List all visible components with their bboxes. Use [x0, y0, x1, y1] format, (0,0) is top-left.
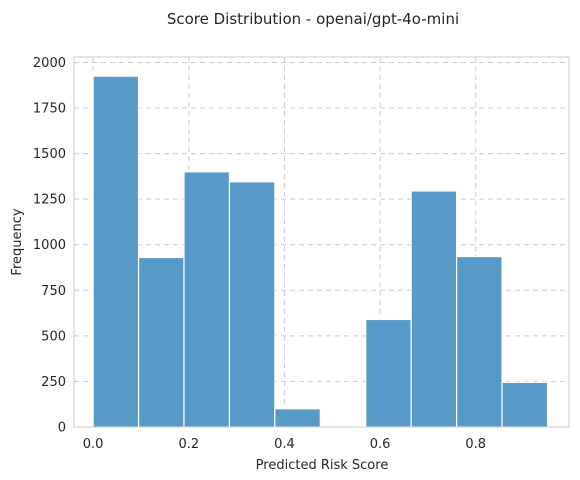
y-tick-label: 1500 [33, 147, 66, 162]
y-tick-label: 250 [41, 375, 66, 390]
y-tick-label: 500 [41, 329, 66, 344]
histogram-bar [183, 171, 231, 428]
histogram-bar [228, 181, 276, 428]
y-tick-labels: 0 250 500 750 1000 1250 1500 1750 2000 [33, 56, 66, 436]
y-tick-label: 2000 [33, 56, 66, 71]
histogram-bar [274, 408, 321, 428]
x-tick-label: 0.0 [83, 437, 104, 452]
chart-title: Score Distribution - openai/gpt-4o-mini [167, 10, 459, 28]
histogram-bar [137, 256, 185, 428]
y-tick-label: 0 [58, 421, 66, 436]
y-axis-label: Frequency [10, 208, 25, 275]
x-axis-label: Predicted Risk Score [256, 458, 389, 473]
bar-layer [92, 75, 549, 428]
x-tick-label: 0.4 [274, 437, 295, 452]
histogram-bar [365, 318, 412, 428]
x-tick-label: 0.2 [178, 437, 199, 452]
y-tick-label: 1750 [33, 102, 66, 117]
histogram-bar [410, 190, 458, 428]
y-tick-label: 750 [41, 284, 66, 299]
histogram-bar [501, 381, 549, 428]
x-tick-labels: 0.0 0.2 0.4 0.6 0.8 [83, 437, 486, 452]
x-tick-label: 0.6 [370, 437, 391, 452]
x-tick-label: 0.8 [465, 437, 486, 452]
y-tick-label: 1000 [33, 238, 66, 253]
histogram-bar [456, 255, 503, 428]
y-tick-label: 1250 [33, 193, 66, 208]
histogram-bar [92, 75, 140, 428]
plot-frame [73, 56, 570, 428]
